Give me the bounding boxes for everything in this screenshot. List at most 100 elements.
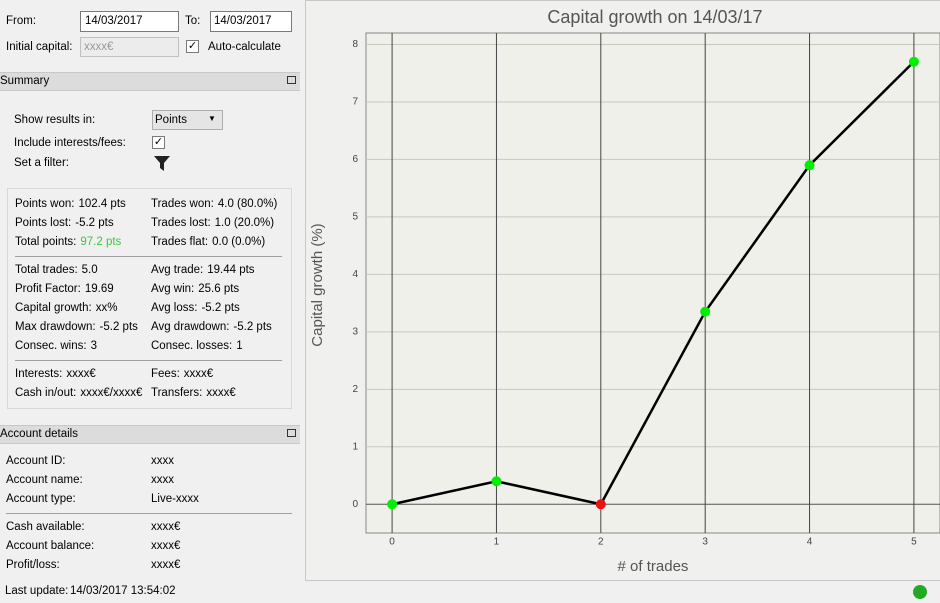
stat-label: Interests: bbox=[15, 368, 63, 380]
stats-box bbox=[7, 188, 292, 409]
stat-value: -5.2 pts bbox=[75, 217, 114, 229]
account-value: Live-xxxx bbox=[151, 493, 199, 505]
filter-label: Set a filter: bbox=[14, 157, 69, 169]
x-tick-label: 2 bbox=[598, 537, 604, 548]
undock-icon[interactable] bbox=[287, 429, 296, 437]
stat-value: -5.2 pts bbox=[99, 321, 138, 333]
chart-title: Capital growth on 14/03/17 bbox=[547, 7, 762, 27]
data-point bbox=[491, 476, 502, 487]
stat-label: Transfers: bbox=[151, 387, 203, 399]
account-title: Account details bbox=[0, 428, 78, 440]
data-point bbox=[804, 160, 815, 171]
stat-label: Points lost: bbox=[15, 217, 72, 229]
account-value: xxxx€ bbox=[151, 540, 181, 552]
from-input[interactable] bbox=[80, 11, 179, 32]
account-label: Profit/loss: bbox=[6, 559, 60, 571]
y-tick-label: 6 bbox=[352, 154, 358, 165]
summary-title: Summary bbox=[0, 75, 50, 87]
to-date[interactable]: 14/03/2017 bbox=[214, 15, 272, 27]
initial-capital-input[interactable] bbox=[80, 37, 179, 57]
stat-label: Profit Factor: bbox=[15, 283, 81, 295]
dropdown-arrow: ▼ bbox=[208, 114, 216, 123]
summary-header[interactable] bbox=[0, 72, 300, 91]
account-label: Account balance: bbox=[6, 540, 95, 552]
account-label: Cash available: bbox=[6, 521, 85, 533]
stat-value: 3 bbox=[90, 340, 97, 352]
y-tick-label: 5 bbox=[352, 212, 358, 223]
initial-capital-placeholder: xxxx€ bbox=[84, 41, 114, 53]
y-tick-label: 2 bbox=[352, 384, 358, 395]
separator bbox=[15, 360, 282, 361]
data-point bbox=[595, 499, 606, 510]
y-tick-label: 1 bbox=[352, 441, 358, 452]
x-tick-label: 5 bbox=[911, 537, 917, 548]
stat-value: 19.69 bbox=[84, 283, 114, 295]
stat-label: Trades won: bbox=[151, 198, 214, 210]
show-results-label: Show results in: bbox=[14, 114, 96, 126]
undock-icon[interactable] bbox=[287, 76, 296, 84]
y-axis-label: Capital growth (%) bbox=[309, 223, 326, 346]
account-value: xxxx bbox=[151, 474, 174, 486]
data-point bbox=[700, 306, 711, 317]
account-value: xxxx€ bbox=[151, 559, 181, 571]
include-fees-label: Include interests/fees: bbox=[14, 137, 126, 149]
x-tick-label: 0 bbox=[389, 537, 395, 548]
stat-label: Trades flat: bbox=[151, 236, 209, 248]
stat-value: 25.6 pts bbox=[198, 283, 240, 295]
x-axis-label: # of trades bbox=[618, 558, 689, 575]
status-indicator bbox=[913, 585, 927, 599]
stat-value: xx% bbox=[95, 302, 118, 314]
stat-value: xxxx€ bbox=[183, 368, 214, 380]
last-update-value: 14/03/2017 13:54:02 bbox=[70, 585, 176, 597]
stat-value: 1 bbox=[236, 340, 243, 352]
x-tick-label: 1 bbox=[494, 537, 500, 548]
stat-value: xxxx€ bbox=[206, 387, 236, 399]
account-label: Account name: bbox=[6, 474, 83, 486]
auto-calc-checkbox[interactable]: ✓ bbox=[186, 40, 199, 53]
stat-label: Consec. wins: bbox=[15, 340, 87, 352]
stat-value: 0.0 (0.0%) bbox=[212, 236, 266, 248]
stat-label: Trades lost: bbox=[151, 217, 211, 229]
stat-value: 1.0 (20.0%) bbox=[214, 217, 275, 229]
to-input[interactable] bbox=[210, 11, 292, 32]
stat-value: 19.44 pts bbox=[207, 264, 255, 276]
account-value: xxxx bbox=[151, 455, 174, 467]
stat-value: -5.2 pts bbox=[233, 321, 272, 333]
account-label: Account type: bbox=[6, 493, 76, 505]
results-dropdown[interactable] bbox=[152, 110, 223, 130]
x-tick-label: 3 bbox=[702, 537, 708, 548]
auto-calc-label: Auto-calculate bbox=[208, 41, 281, 53]
stat-label: Avg win: bbox=[151, 283, 195, 295]
results-value[interactable]: Points bbox=[155, 114, 187, 126]
include-fees-checkbox[interactable]: ✓ bbox=[152, 136, 165, 149]
stat-label: Avg drawdown: bbox=[151, 321, 230, 333]
y-tick-label: 3 bbox=[352, 326, 358, 337]
stat-label: Cash in/out: bbox=[15, 387, 77, 399]
stat-value: 4.0 (80.0%) bbox=[217, 198, 278, 210]
stat-label: Total trades: bbox=[15, 264, 78, 276]
stat-value: xxxx€/xxxx€ bbox=[80, 387, 143, 399]
stat-label: Points won: bbox=[15, 198, 75, 210]
y-tick-label: 7 bbox=[352, 97, 358, 108]
stat-value: 102.4 pts bbox=[78, 198, 126, 210]
stat-label: Total points: bbox=[15, 236, 77, 248]
stat-value: -5.2 pts bbox=[201, 302, 240, 314]
data-point bbox=[908, 56, 919, 67]
separator bbox=[6, 513, 292, 514]
data-point bbox=[387, 499, 398, 510]
stat-label: Avg trade: bbox=[151, 264, 204, 276]
from-date[interactable]: 14/03/2017 bbox=[85, 15, 143, 27]
y-tick-label: 8 bbox=[352, 39, 358, 50]
stat-value: 97.2 pts bbox=[80, 236, 122, 248]
account-header[interactable] bbox=[0, 425, 300, 444]
chart: Capital growth on 14/03/17 # of trades C… bbox=[305, 0, 940, 581]
initial-capital-label: Initial capital: bbox=[6, 41, 73, 53]
series-line bbox=[391, 60, 915, 506]
stat-label: Avg loss: bbox=[151, 302, 198, 314]
y-tick-label: 4 bbox=[352, 269, 358, 280]
stat-value: xxxx€ bbox=[66, 368, 96, 380]
to-label: To: bbox=[185, 15, 201, 27]
filter-icon[interactable] bbox=[153, 155, 171, 172]
stat-label: Capital growth: bbox=[15, 302, 92, 314]
